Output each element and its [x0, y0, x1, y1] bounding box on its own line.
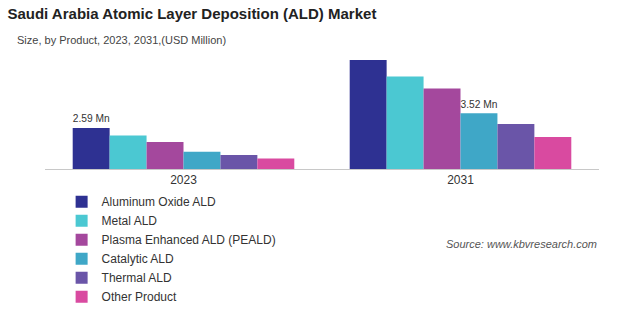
svg-text:Metal ALD: Metal ALD	[102, 214, 158, 228]
svg-text:Saudi Arabia Atomic Layer Depo: Saudi Arabia Atomic Layer Deposition (AL…	[7, 5, 376, 22]
svg-text:Thermal ALD: Thermal ALD	[102, 271, 172, 285]
svg-text:Aluminum Oxide ALD: Aluminum Oxide ALD	[102, 195, 216, 209]
svg-text:Size, by Product, 2023, 2031,(: Size, by Product, 2023, 2031,(USD Millio…	[17, 34, 226, 46]
svg-text:Plasma Enhanced ALD (PEALD): Plasma Enhanced ALD (PEALD)	[102, 233, 276, 247]
svg-text:2023: 2023	[170, 173, 197, 187]
svg-text:2031: 2031	[447, 173, 474, 187]
svg-text:Other Product: Other Product	[102, 290, 177, 304]
svg-text:Catalytic ALD: Catalytic ALD	[102, 252, 174, 266]
svg-text:2.59 Mn: 2.59 Mn	[73, 113, 110, 124]
svg-text:3.52 Mn: 3.52 Mn	[460, 99, 497, 110]
svg-text:Source: www.kbvresearch.com: Source: www.kbvresearch.com	[446, 238, 597, 250]
